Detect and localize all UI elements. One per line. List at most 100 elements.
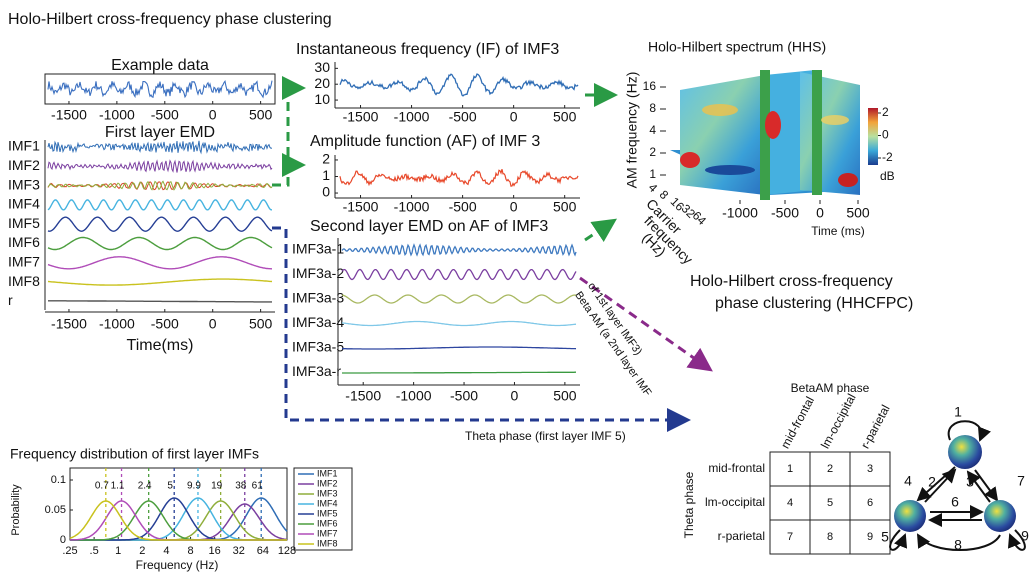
y-tick-label: 2 <box>649 145 656 159</box>
row-label: IMF3 <box>8 176 40 192</box>
distribution-curve <box>70 500 287 541</box>
peak-label: 19 <box>211 481 223 492</box>
signal-trace <box>339 73 579 97</box>
x-tick-label: -500 <box>771 205 799 221</box>
cell: 5 <box>827 497 833 509</box>
x-tick-label: 4 <box>163 545 169 557</box>
peak-label: 38 <box>235 481 247 492</box>
signal-trace <box>342 371 576 374</box>
legend-label: IMF2 <box>317 478 338 488</box>
edge-label: 7 <box>1017 473 1025 489</box>
x-tick-label: -1000 <box>99 316 135 332</box>
row-label: IMF4 <box>8 196 40 212</box>
row-label: IMF3a-4 <box>292 314 344 330</box>
row-label: IMF3a-1 <box>292 241 344 257</box>
edge-label: 1 <box>954 404 962 420</box>
axis-label: AM frequency (Hz) <box>624 72 640 189</box>
x-tick-label: 16 <box>209 545 221 557</box>
x-tick-label: -500 <box>450 388 478 404</box>
distribution-curve <box>70 500 287 541</box>
legend-label: IMF4 <box>317 498 338 508</box>
signal-trace <box>48 300 272 303</box>
row-label: IMF3a-5 <box>292 339 344 355</box>
x-tick-label: 0 <box>510 109 518 125</box>
chart-title: Frequency distribution of first layer IM… <box>10 446 259 462</box>
cell: 9 <box>867 531 873 543</box>
colorbar-tick-label: 0 <box>882 128 889 142</box>
y-tick-label: 4 <box>649 123 656 137</box>
x-tick-label: 2 <box>139 545 145 557</box>
row-label: IMF6 <box>8 234 40 250</box>
column-label: r-parietal <box>858 403 893 451</box>
legend-label: IMF7 <box>317 528 338 538</box>
edge-label: 8 <box>954 537 962 553</box>
x-tick-label: -1500 <box>343 109 379 125</box>
panel-title: Holo-Hilbert spectrum (HHS) <box>648 39 826 55</box>
legend-box <box>293 467 353 551</box>
x-tick-label: 0 <box>209 107 217 123</box>
matrix-title: Theta phase <box>682 471 696 538</box>
y-tick-label: 0 <box>60 534 66 546</box>
x-tick-label: -1500 <box>343 199 379 215</box>
legend-label: IMF3 <box>317 488 338 498</box>
signal-trace <box>47 159 273 173</box>
x-tick-label: -500 <box>151 316 179 332</box>
y-tick-label: 0 <box>322 184 330 200</box>
y-tick-label: 20 <box>314 75 330 91</box>
distribution-curve <box>70 497 287 541</box>
peak-label: 61 <box>252 481 264 492</box>
distribution-curve <box>70 497 288 541</box>
signal-trace <box>47 199 272 211</box>
signal-trace <box>47 80 273 99</box>
x-tick-label: 0 <box>816 205 824 221</box>
y-tick-label: 8 <box>649 101 656 115</box>
cell: 3 <box>867 463 873 475</box>
cell: 1 <box>787 463 793 475</box>
axis-label: Probability <box>10 484 22 536</box>
axis-label: Frequency (Hz) <box>136 558 219 572</box>
cell: 4 <box>787 497 793 509</box>
x-tick-label: 128 <box>278 545 296 557</box>
x-tick-label: -500 <box>449 109 477 125</box>
legend-label: IMF5 <box>317 508 338 518</box>
matrix-title: BetaAM phase <box>791 381 870 395</box>
signal-trace <box>47 256 272 270</box>
peak-label: 5 <box>167 481 173 492</box>
peak-label: 1.1 <box>111 481 125 492</box>
distribution-curve <box>69 500 287 541</box>
y-tick-label: 0.05 <box>45 504 66 516</box>
row-label: r <box>8 292 13 308</box>
signal-trace <box>341 268 577 281</box>
signal-trace <box>47 140 273 155</box>
x-tick-label: -500 <box>151 107 179 123</box>
x-tick-label: 8 <box>187 545 193 557</box>
legend-label: IMF6 <box>317 518 338 528</box>
peak-label: 9.9 <box>187 481 201 492</box>
hhs-surface <box>670 70 878 200</box>
panel-title: Second layer EMD on AF of IMF3 <box>310 218 548 235</box>
matrix-grid <box>769 451 891 555</box>
x-tick-label: 500 <box>249 107 273 123</box>
carrier-tick-label: 4 <box>646 180 661 195</box>
x-tick-label: -1500 <box>345 388 381 404</box>
column-label: lm-occipital <box>818 391 859 451</box>
signal-trace <box>47 180 273 191</box>
signal-trace <box>341 294 577 304</box>
y-tick-label: 10 <box>314 91 330 107</box>
peak-label: 0.7 <box>95 481 109 492</box>
x-tick-label: 0 <box>511 388 519 404</box>
x-tick-label: -1000 <box>396 388 432 404</box>
edge-label: 4 <box>904 473 912 489</box>
x-tick-label: -500 <box>449 199 477 215</box>
x-tick-label: .5 <box>90 545 99 557</box>
signal-trace <box>342 346 577 350</box>
signal-trace <box>47 236 273 251</box>
edge-label: 9 <box>1021 528 1029 544</box>
x-tick-label: -1000 <box>722 205 758 221</box>
network <box>889 420 1026 551</box>
y-tick-label: 16 <box>643 79 657 93</box>
x-tick-label: -1000 <box>394 199 430 215</box>
axis-box <box>69 467 288 541</box>
x-tick-label: 1 <box>115 545 121 557</box>
